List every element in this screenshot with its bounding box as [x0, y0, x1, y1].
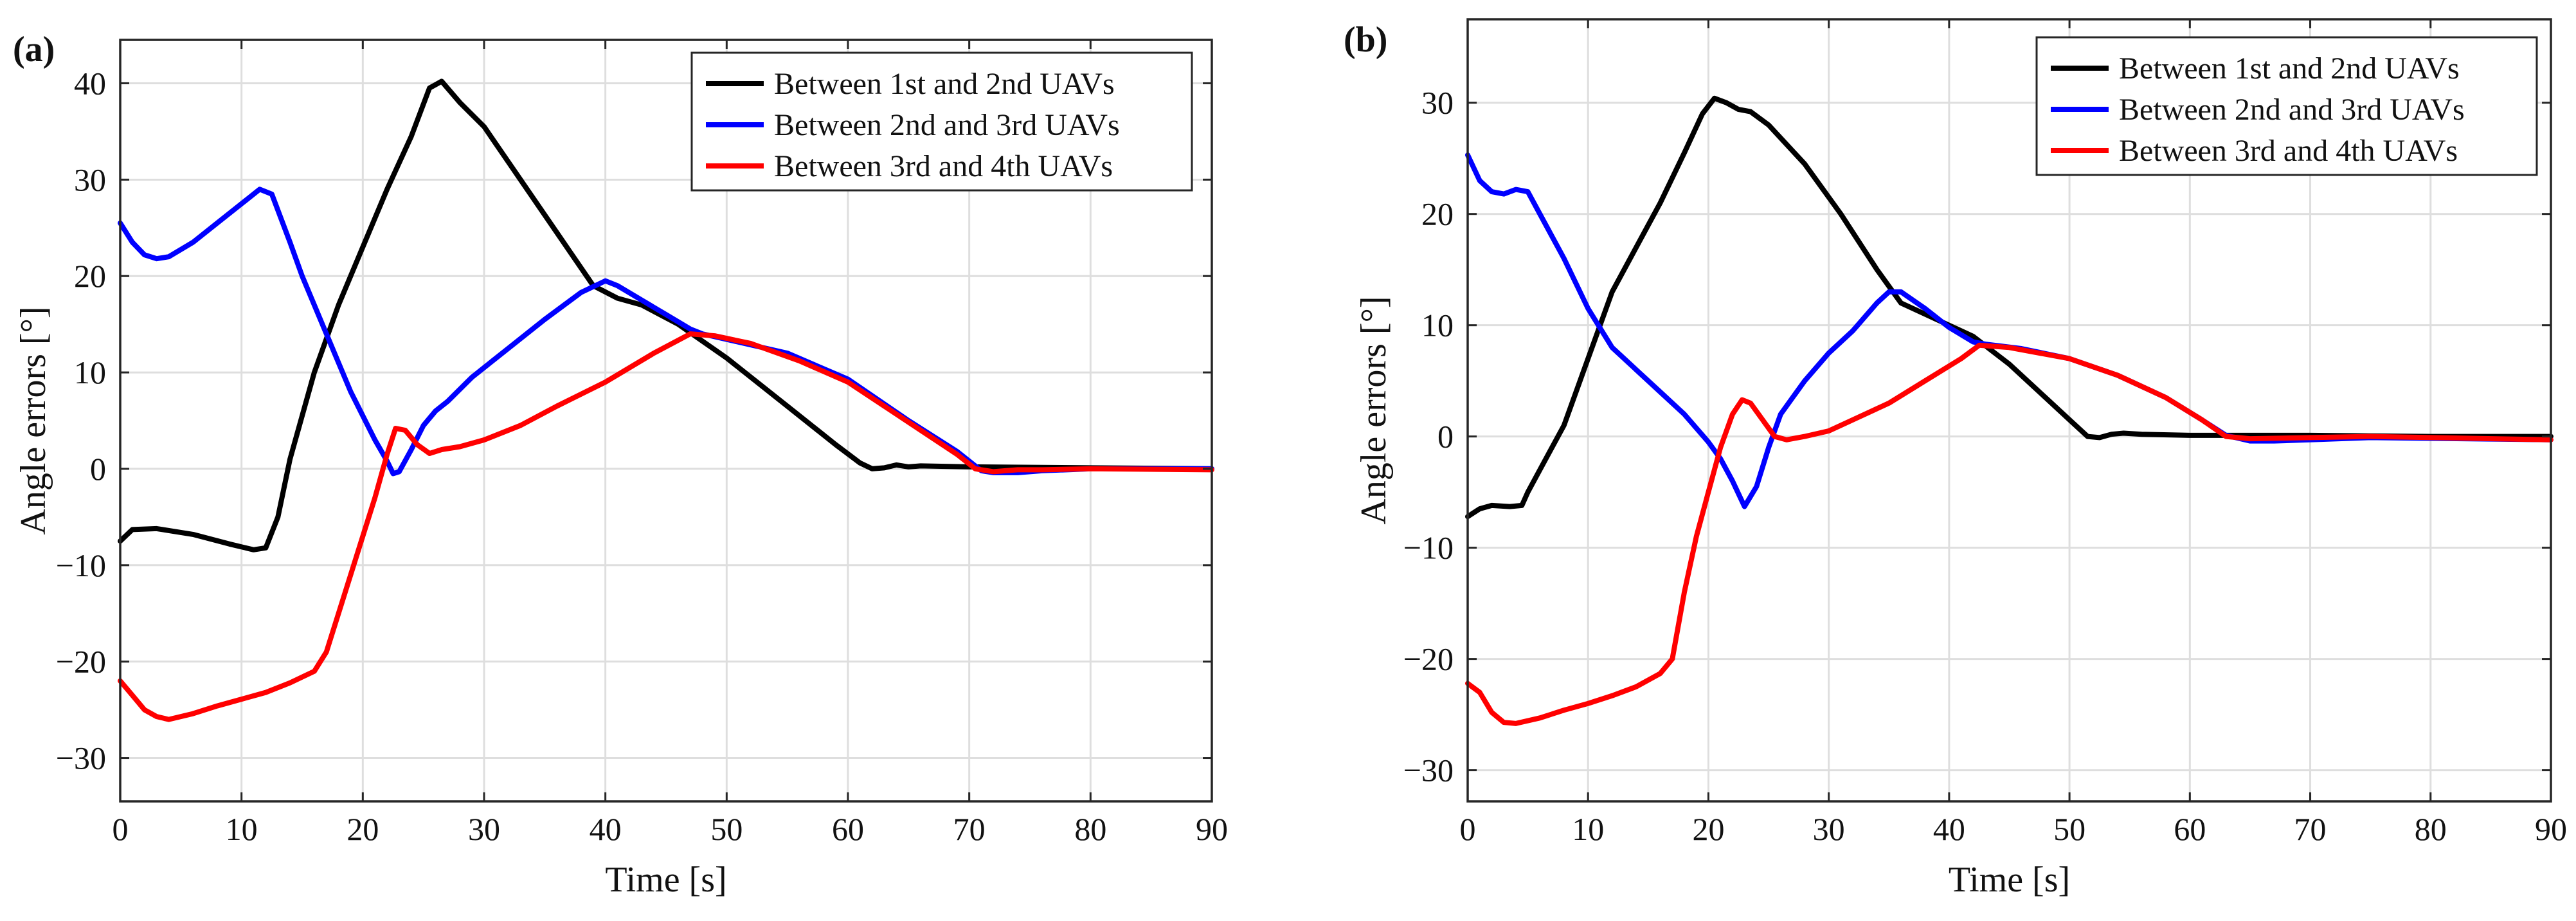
x-tick-label: 20 — [1692, 811, 1724, 847]
y-tick-label: 0 — [1437, 419, 1454, 455]
x-tick-label: 90 — [2535, 811, 2567, 847]
x-axis-label: Time [s] — [1949, 860, 2070, 900]
y-tick-label: 10 — [1421, 307, 1454, 343]
x-tick-label: 80 — [1074, 811, 1106, 847]
y-tick-label: 20 — [1421, 196, 1454, 232]
legend-entry: Between 2nd and 3rd UAVs — [2119, 93, 2465, 127]
panel-label: (b) — [1344, 20, 1387, 60]
series-line — [1465, 152, 2553, 509]
x-tick-label: 60 — [832, 811, 864, 847]
series-line — [1465, 342, 2553, 726]
y-tick-label: 10 — [74, 354, 106, 390]
x-tick-label: 50 — [710, 811, 743, 847]
series-line — [118, 78, 1214, 552]
x-tick-label: 60 — [2174, 811, 2206, 847]
legend: Between 1st and 2nd UAVs Between 2nd and … — [690, 51, 1193, 192]
y-tick-label: −20 — [56, 644, 106, 680]
x-tick-label: 10 — [1572, 811, 1604, 847]
y-tick-label: −10 — [1403, 530, 1454, 566]
x-tick-label: 70 — [2294, 811, 2327, 847]
legend: Between 1st and 2nd UAVs Between 2nd and … — [2035, 36, 2538, 176]
y-tick-label: −30 — [56, 740, 106, 776]
legend-box — [2035, 36, 2538, 176]
x-tick-label: 10 — [226, 811, 258, 847]
series-line — [1465, 95, 2553, 520]
y-tick-label: 0 — [90, 451, 106, 487]
panel-b: (b) 0 10 20 30 40 50 60 70 80 90−30−20−100102030 … — [1344, 18, 2567, 900]
legend-entry: Between 1st and 2nd UAVs — [774, 67, 1115, 101]
x-tick-label: 50 — [2053, 811, 2085, 847]
x-tick-label: 0 — [1460, 811, 1476, 847]
legend-entry: Between 2nd and 3rd UAVs — [774, 108, 1120, 142]
series-group — [118, 78, 1214, 722]
x-tick-label: 70 — [953, 811, 986, 847]
panel-label: (a) — [13, 30, 55, 69]
y-tick-label: −20 — [1403, 641, 1454, 677]
y-tick-label: 30 — [1421, 85, 1454, 121]
y-tick-label: 30 — [74, 161, 106, 197]
ticks: 0 10 20 30 40 50 60 70 80 90 −30 −20 −10 0 10 20 30 40 — [56, 40, 1228, 847]
x-axis-label: Time [s] — [605, 860, 726, 900]
x-tick-label: 40 — [590, 811, 622, 847]
x-tick-label: 90 — [1196, 811, 1228, 847]
series-line — [118, 187, 1214, 477]
series-line — [118, 331, 1214, 722]
plot-frame — [119, 39, 1213, 803]
legend-entry: Between 1st and 2nd UAVs — [2119, 51, 2460, 86]
plot-frame — [1466, 18, 2552, 803]
x-tick-label: 80 — [2415, 811, 2447, 847]
x-tick-label: 0 — [113, 811, 129, 847]
x-tick-label: 30 — [468, 811, 500, 847]
legend-entry: Between 3rd and 4th UAVs — [774, 149, 1113, 183]
y-tick-label: 40 — [74, 65, 106, 101]
legend-entry: Between 3rd and 4th UAVs — [2119, 134, 2458, 168]
y-tick-label: 20 — [74, 258, 106, 294]
y-axis-label: Angle errors [°] — [14, 306, 53, 534]
panel-a: (a) 0 10 20 30 40 50 60 70 80 90 −30 −20 −10 0 10 20 30 4… — [13, 30, 1228, 900]
y-tick-label: −10 — [56, 547, 106, 583]
series-group — [1465, 95, 2553, 726]
x-tick-label: 40 — [1933, 811, 1965, 847]
y-tick-label: −30 — [1403, 752, 1454, 789]
legend-box — [690, 51, 1193, 192]
x-tick-label: 20 — [347, 811, 379, 847]
ticks: 0 10 20 30 40 50 60 70 80 90 −30 −20 −10 0 10 20 30 — [1403, 19, 2567, 847]
x-tick-label: 30 — [1813, 811, 1845, 847]
y-axis-label: Angle errors [°] — [1354, 296, 1394, 524]
